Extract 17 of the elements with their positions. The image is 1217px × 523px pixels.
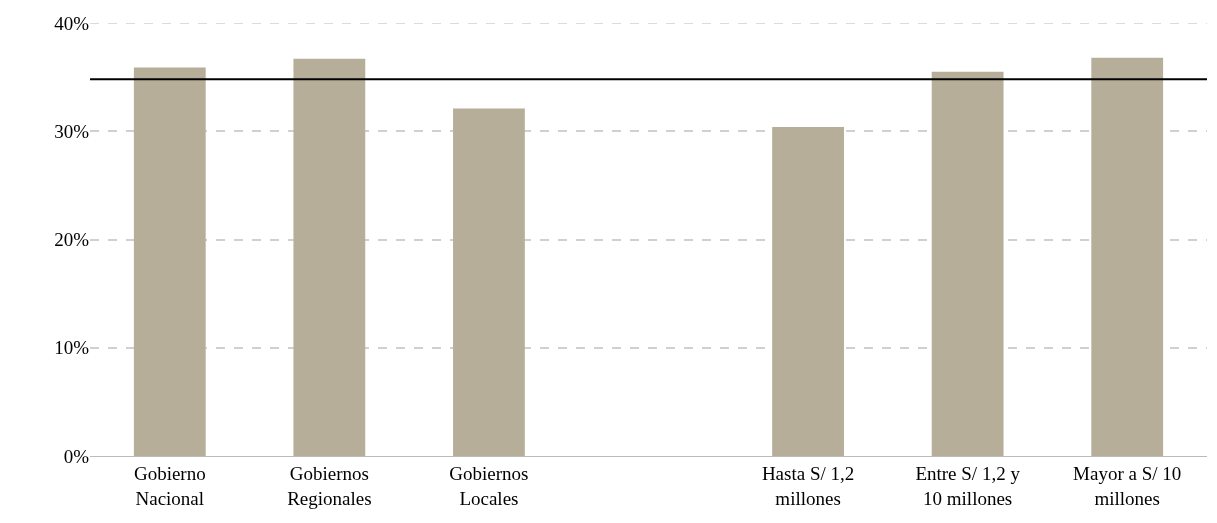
bar bbox=[453, 108, 525, 456]
bar bbox=[1091, 57, 1164, 456]
bar bbox=[931, 71, 1004, 456]
y-tick-label: 40% bbox=[54, 12, 90, 34]
x-tick-label: Hasta S/ 1,2 millones bbox=[761, 462, 855, 509]
y-tick-label: 30% bbox=[54, 120, 90, 142]
x-tick-label: Mayor a S/ 10 millones bbox=[1073, 462, 1182, 509]
y-tick-label: 0% bbox=[63, 445, 90, 467]
x-tick-label: Gobiernos Regionales bbox=[287, 462, 372, 509]
bar bbox=[133, 67, 206, 456]
y-tick-label: 20% bbox=[54, 229, 90, 251]
x-tick-label: Gobierno Nacional bbox=[133, 462, 206, 509]
bar bbox=[772, 126, 844, 456]
bar bbox=[293, 58, 366, 456]
y-tick-label: 10% bbox=[54, 337, 90, 359]
x-tick-label: Entre S/ 1,2 y 10 millones bbox=[915, 462, 1021, 509]
x-tick-label: Gobiernos Locales bbox=[449, 462, 529, 509]
